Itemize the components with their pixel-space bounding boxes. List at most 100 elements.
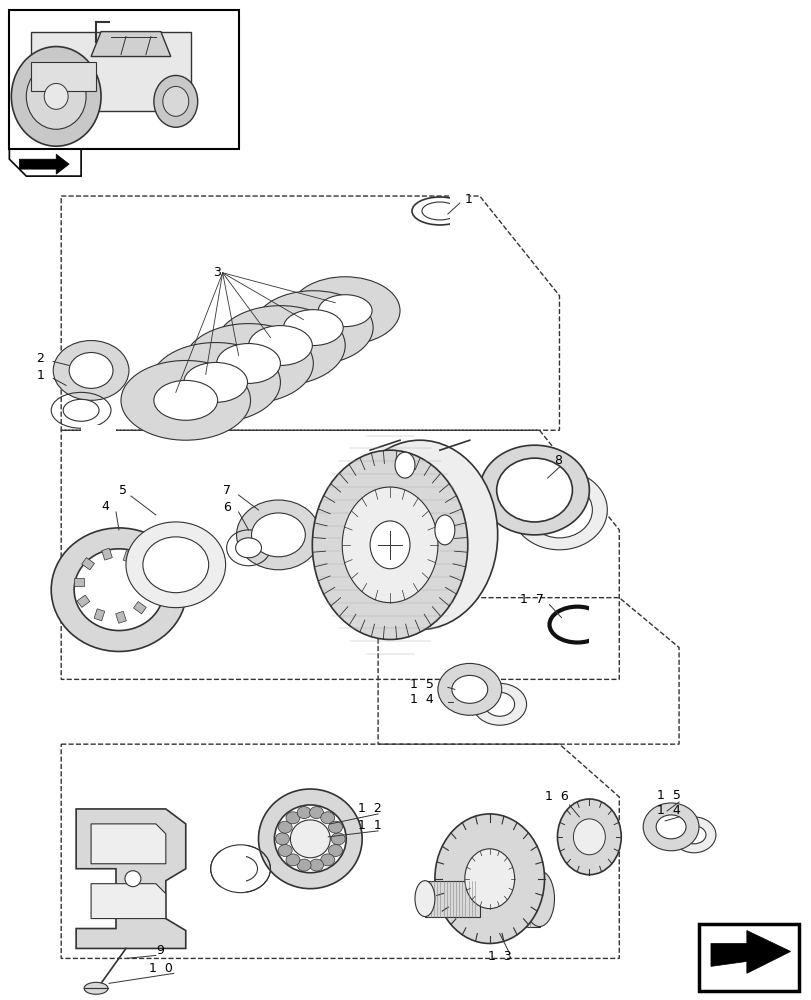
Ellipse shape	[526, 482, 592, 538]
FancyBboxPatch shape	[32, 62, 96, 91]
Ellipse shape	[557, 799, 620, 875]
Ellipse shape	[285, 854, 299, 866]
Ellipse shape	[235, 538, 261, 558]
Bar	[94, 609, 105, 621]
FancyBboxPatch shape	[32, 32, 191, 111]
Polygon shape	[710, 931, 790, 973]
Ellipse shape	[69, 353, 113, 388]
Text: 8: 8	[554, 454, 562, 467]
Ellipse shape	[275, 833, 289, 845]
Ellipse shape	[370, 521, 410, 569]
Ellipse shape	[435, 515, 454, 545]
Text: 1  1: 1 1	[358, 819, 381, 832]
Ellipse shape	[573, 819, 604, 855]
Text: 1  6: 1 6	[544, 790, 568, 803]
Text: 1  4: 1 4	[656, 804, 680, 817]
Text: 3: 3	[212, 266, 221, 279]
Ellipse shape	[318, 295, 371, 327]
Bar	[479, 871, 539, 927]
Polygon shape	[76, 809, 186, 948]
Bar	[77, 595, 90, 607]
Ellipse shape	[143, 537, 208, 593]
Text: 5: 5	[119, 484, 127, 497]
Text: 1  3: 1 3	[487, 950, 511, 963]
Ellipse shape	[84, 982, 108, 994]
Bar	[10, 10, 238, 149]
Bar	[133, 602, 146, 614]
Polygon shape	[91, 32, 170, 57]
Ellipse shape	[341, 440, 497, 630]
Ellipse shape	[163, 86, 188, 116]
Bar	[74, 578, 84, 586]
Ellipse shape	[274, 805, 345, 873]
Ellipse shape	[341, 487, 437, 603]
Ellipse shape	[331, 833, 345, 845]
Bar	[424, 881, 479, 917]
Ellipse shape	[672, 817, 715, 853]
Ellipse shape	[248, 326, 312, 365]
Ellipse shape	[290, 820, 330, 858]
Ellipse shape	[11, 47, 101, 146]
Ellipse shape	[309, 859, 323, 871]
Ellipse shape	[278, 821, 292, 833]
Ellipse shape	[312, 450, 467, 640]
Ellipse shape	[51, 528, 187, 651]
Ellipse shape	[183, 324, 313, 403]
Ellipse shape	[524, 871, 554, 927]
Ellipse shape	[309, 807, 323, 819]
Ellipse shape	[153, 380, 217, 420]
Text: 1  2: 1 2	[358, 802, 381, 815]
Text: 1: 1	[464, 193, 472, 206]
Ellipse shape	[328, 845, 342, 856]
Ellipse shape	[464, 871, 494, 927]
Bar	[123, 551, 134, 563]
Bar	[144, 586, 153, 594]
Bar	[101, 548, 112, 560]
Polygon shape	[91, 884, 165, 919]
Ellipse shape	[54, 341, 129, 400]
Ellipse shape	[472, 683, 526, 725]
Text: 1  0: 1 0	[148, 962, 173, 975]
Bar	[82, 558, 94, 570]
Text: 1  7: 1 7	[519, 593, 543, 606]
Text: 2: 2	[36, 352, 44, 365]
Ellipse shape	[655, 815, 685, 839]
Ellipse shape	[290, 277, 400, 345]
Ellipse shape	[297, 807, 311, 819]
Bar	[138, 564, 151, 576]
Ellipse shape	[216, 306, 345, 385]
Ellipse shape	[297, 859, 311, 871]
Text: 1  5: 1 5	[410, 678, 433, 691]
Bar	[449, 195, 470, 227]
Text: 4: 4	[101, 500, 109, 513]
Text: 7: 7	[222, 484, 230, 497]
Ellipse shape	[496, 458, 572, 522]
Ellipse shape	[251, 513, 305, 557]
Ellipse shape	[283, 310, 343, 346]
Ellipse shape	[479, 445, 589, 535]
Ellipse shape	[236, 500, 320, 570]
Ellipse shape	[121, 360, 251, 440]
Bar	[115, 611, 127, 623]
Ellipse shape	[320, 812, 334, 824]
Ellipse shape	[437, 663, 501, 715]
Ellipse shape	[435, 814, 544, 943]
Ellipse shape	[258, 789, 362, 889]
Ellipse shape	[414, 881, 435, 917]
Ellipse shape	[511, 470, 607, 550]
Bar	[698, 924, 798, 991]
Text: 1  4: 1 4	[410, 693, 433, 706]
Ellipse shape	[44, 83, 68, 109]
Ellipse shape	[223, 856, 257, 882]
Ellipse shape	[394, 452, 414, 478]
Ellipse shape	[153, 75, 197, 127]
Ellipse shape	[217, 344, 280, 383]
Text: 1: 1	[36, 369, 44, 382]
Ellipse shape	[642, 803, 698, 851]
Text: 9: 9	[156, 944, 164, 957]
Ellipse shape	[183, 362, 247, 402]
Polygon shape	[91, 824, 165, 864]
Ellipse shape	[451, 675, 487, 703]
Ellipse shape	[125, 871, 141, 887]
Bar	[221, 843, 245, 895]
